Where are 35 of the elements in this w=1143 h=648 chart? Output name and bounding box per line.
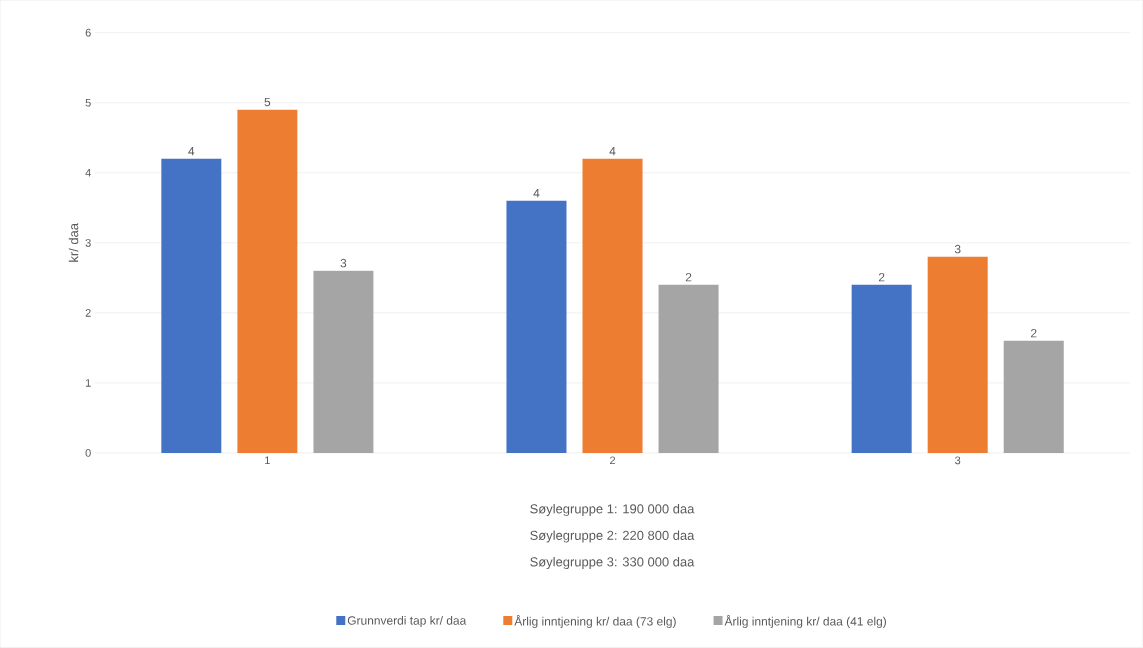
bar [506, 200, 567, 454]
data-label: 2 [1031, 329, 1037, 338]
bar [161, 158, 222, 454]
y-axis-title: kr/ daa [68, 223, 79, 262]
bar [237, 109, 298, 454]
y-tick-label: 6 [85, 28, 91, 37]
y-tick-label: 1 [85, 379, 91, 387]
bar [313, 270, 374, 454]
data-label: 4 [533, 189, 540, 198]
data-label: 2 [878, 273, 885, 282]
bar [658, 284, 719, 454]
legend-label: Årlig inntjening kr/ daa (41 elg) [724, 615, 886, 629]
x-tick-label: 1 [265, 456, 270, 465]
y-tick-label: 2 [85, 309, 91, 317]
data-label: 5 [264, 98, 271, 107]
x-tick-label: 2 [610, 456, 616, 465]
text: Søylegruppe 2: 220 800 daa [530, 530, 695, 543]
bar [1003, 340, 1064, 454]
legend-label: Grunnverdi tap kr/ daa [347, 616, 467, 628]
y-tick-label: 3 [85, 239, 91, 247]
data-label: 3 [954, 244, 961, 254]
bar [582, 158, 643, 454]
data-label: 3 [340, 258, 347, 268]
legend-label: Årlig inntjening kr/ daa (73 elg) [514, 615, 676, 629]
bar [851, 284, 912, 454]
y-tick-label: 0 [85, 449, 91, 457]
data-label: 4 [188, 147, 195, 156]
y-tick-label: 5 [85, 99, 91, 107]
text: Søylegruppe 1: 190 000 daa [530, 504, 695, 517]
data-label: 4 [609, 147, 616, 156]
x-tick-label: 3 [955, 456, 961, 465]
bar [927, 256, 988, 454]
text: Søylegruppe 3: 330 000 daa [530, 557, 695, 570]
y-tick-label: 4 [85, 169, 91, 177]
data-label: 2 [685, 273, 692, 282]
